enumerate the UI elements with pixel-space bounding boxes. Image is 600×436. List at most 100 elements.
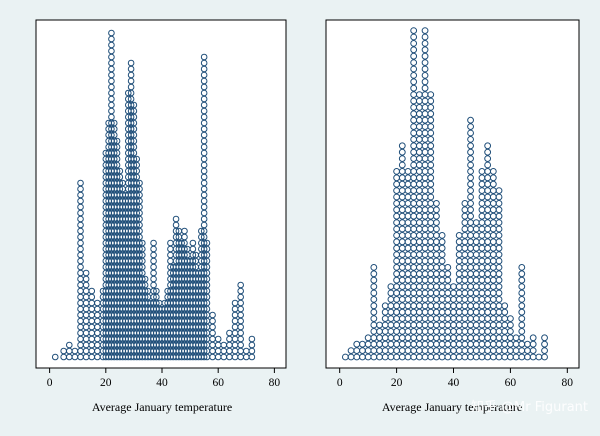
- x-tick-label: 20: [100, 377, 112, 389]
- data-point: [427, 142, 435, 150]
- data-point: [495, 193, 503, 201]
- data-point: [421, 72, 429, 79]
- data-point: [495, 225, 503, 233]
- data-point: [467, 193, 474, 201]
- data-point: [237, 281, 244, 289]
- data-point: [484, 142, 492, 150]
- data-point: [495, 238, 503, 246]
- data-point: [467, 123, 474, 130]
- data-point: [501, 302, 509, 310]
- data-point: [444, 264, 452, 271]
- left-panel-frame: [35, 19, 287, 369]
- data-point: [421, 65, 429, 73]
- data-point: [467, 148, 474, 156]
- data-point: [141, 275, 149, 283]
- data-point: [495, 206, 503, 214]
- data-point: [467, 174, 474, 182]
- data-point: [427, 91, 435, 98]
- data-point: [153, 287, 160, 295]
- data-point: [433, 219, 440, 227]
- data-point: [438, 238, 446, 246]
- data-point: [108, 29, 115, 37]
- data-point: [484, 161, 492, 169]
- data-point: [529, 340, 537, 348]
- data-point: [495, 244, 503, 252]
- data-point: [467, 155, 474, 163]
- left-x-axis-label: Average January temperature: [92, 400, 232, 414]
- data-point: [178, 239, 185, 247]
- left-dot-plot: 0 20 40 60 80: [47, 29, 281, 389]
- data-point: [421, 78, 429, 86]
- data-point: [427, 123, 435, 130]
- watermark-text: 知乎 @Mr Figurant: [471, 399, 588, 415]
- data-point: [467, 200, 474, 207]
- data-point: [518, 328, 526, 335]
- data-point: [507, 315, 514, 323]
- data-point: [370, 315, 378, 323]
- data-point: [181, 227, 188, 235]
- data-point: [427, 174, 435, 182]
- data-point: [518, 334, 526, 342]
- data-point: [438, 232, 446, 239]
- right-dot-histogram: 0 20 40 60 80: [337, 27, 573, 389]
- data-point: [77, 179, 84, 187]
- data-point: [489, 174, 497, 182]
- data-point: [410, 84, 418, 92]
- data-point: [370, 289, 378, 297]
- data-point: [421, 59, 429, 66]
- data-point: [427, 193, 435, 201]
- data-point: [51, 353, 59, 361]
- data-point: [518, 321, 526, 329]
- data-point: [518, 308, 526, 316]
- data-point: [507, 321, 514, 329]
- data-point: [495, 219, 503, 227]
- data-point: [421, 52, 429, 60]
- data-point: [421, 40, 429, 47]
- data-point: [427, 187, 435, 195]
- right-panel-frame: [325, 19, 580, 369]
- data-point: [495, 251, 503, 259]
- data-point: [421, 46, 429, 54]
- data-point: [438, 251, 446, 259]
- data-point: [467, 142, 474, 150]
- data-point: [398, 148, 406, 156]
- x-tick-label: 20: [391, 377, 403, 389]
- x-tick-label: 0: [337, 377, 343, 389]
- x-tick-label: 80: [269, 377, 281, 389]
- data-point: [130, 101, 138, 109]
- data-point: [438, 257, 446, 265]
- data-point: [495, 200, 503, 207]
- data-point: [427, 129, 435, 137]
- data-point: [370, 302, 378, 310]
- data-point: [150, 239, 157, 247]
- data-point: [489, 168, 497, 175]
- data-point: [529, 334, 537, 342]
- data-point: [421, 27, 429, 35]
- data-point: [124, 89, 132, 97]
- data-point: [427, 161, 435, 169]
- data-point: [200, 53, 208, 61]
- data-point: [495, 187, 503, 195]
- data-point: [82, 269, 90, 277]
- data-point: [495, 283, 503, 291]
- data-point: [427, 180, 435, 188]
- data-point: [421, 84, 429, 92]
- data-point: [198, 227, 205, 235]
- data-point: [410, 65, 418, 73]
- data-point: [467, 161, 474, 169]
- data-point: [116, 167, 124, 175]
- data-point: [467, 187, 474, 195]
- data-point: [495, 296, 503, 303]
- data-point: [172, 215, 180, 223]
- data-point: [370, 296, 378, 303]
- x-tick-label: 60: [505, 377, 517, 389]
- data-point: [139, 239, 146, 247]
- data-point: [495, 212, 503, 220]
- data-point: [133, 155, 141, 163]
- data-point: [444, 270, 452, 278]
- data-point: [427, 148, 435, 156]
- data-point: [495, 270, 503, 278]
- data-point: [410, 78, 418, 86]
- data-point: [518, 270, 526, 278]
- data-point: [484, 155, 492, 163]
